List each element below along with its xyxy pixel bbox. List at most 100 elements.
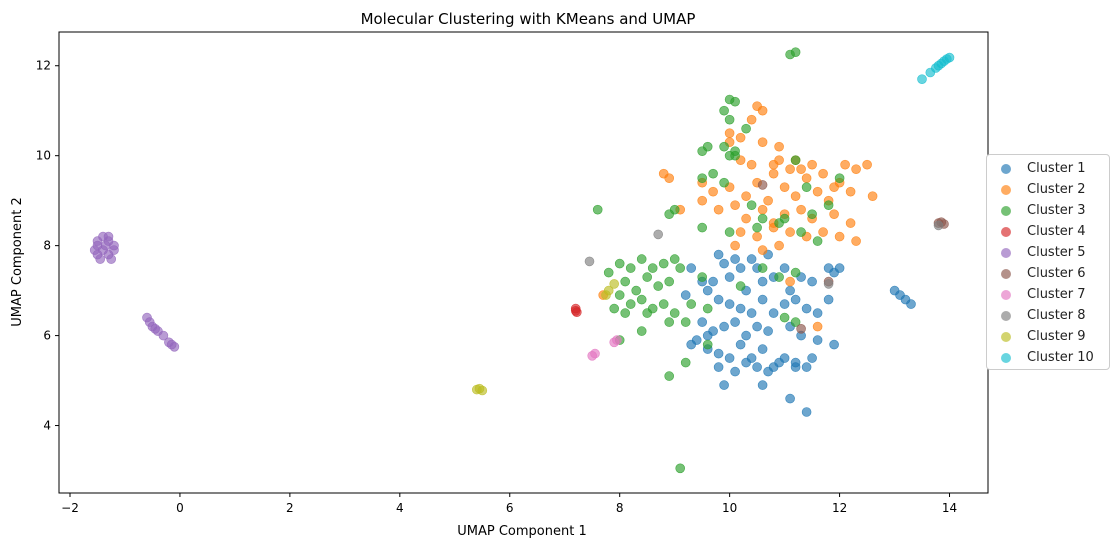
scatter-point-cluster-2 xyxy=(807,159,817,170)
x-tick-label: 0 xyxy=(176,501,184,515)
x-tick-label: 14 xyxy=(942,501,957,515)
legend: Cluster 1 Cluster 2 Cluster 3 Cluster 4 Clus… xyxy=(986,154,1110,370)
scatter-point-cluster-3 xyxy=(697,222,708,233)
scatter-point-cluster-3 xyxy=(812,236,823,246)
scatter-point-cluster-2 xyxy=(790,191,801,201)
legend-label: Cluster 8 xyxy=(1027,308,1086,323)
scatter-point-cluster-7 xyxy=(612,335,622,345)
scatter-point-cluster-1 xyxy=(686,339,697,350)
scatter-point-cluster-1 xyxy=(719,258,729,269)
scatter-point-cluster-1 xyxy=(757,294,768,305)
legend-label: Cluster 3 xyxy=(1027,203,1086,218)
scatter-point-cluster-1 xyxy=(801,303,812,314)
scatter-point-cluster-1 xyxy=(713,362,724,372)
scatter-point-cluster-3 xyxy=(796,227,806,237)
scatter-point-cluster-2 xyxy=(851,236,861,246)
x-tick-label: 12 xyxy=(832,501,847,515)
scatter-point-cluster-3 xyxy=(730,96,740,107)
chart-title: Molecular Clustering with KMeans and UMA… xyxy=(361,10,696,28)
scatter-point-cluster-2 xyxy=(741,191,751,201)
scatter-point-cluster-2 xyxy=(774,240,784,251)
scatter-point-cluster-2 xyxy=(862,159,872,170)
scatter-point-cluster-1 xyxy=(719,321,729,332)
scatter-point-cluster-1 xyxy=(779,299,790,309)
scatter-point-cluster-1 xyxy=(713,249,724,260)
legend-marker-icon xyxy=(1001,310,1011,321)
legend-label: Cluster 6 xyxy=(1027,266,1086,281)
legend-item-cluster-2: Cluster 2 xyxy=(987,179,1109,200)
x-tick-label: 2 xyxy=(286,501,294,515)
scatter-point-cluster-3 xyxy=(708,168,718,179)
scatter-point-cluster-1 xyxy=(757,276,768,287)
legend-item-cluster-6: Cluster 6 xyxy=(987,263,1109,284)
scatter-point-cluster-3 xyxy=(609,303,620,314)
scatter-point-cluster-2 xyxy=(818,227,828,237)
legend-item-cluster-10: Cluster 10 xyxy=(987,347,1109,368)
scatter-point-cluster-2 xyxy=(757,105,768,116)
scatter-point-cluster-1 xyxy=(790,362,801,372)
scatter-point-cluster-2 xyxy=(757,245,768,255)
scatter-point-cluster-2 xyxy=(763,195,773,206)
y-tick-label: 4 xyxy=(43,419,51,433)
scatter-point-cluster-1 xyxy=(735,263,746,273)
ticks-layer: −2 0 2 4 6 8 10 12 14 4 6 8 10 12 xyxy=(36,59,957,515)
legend-marker-icon xyxy=(1001,268,1011,279)
scatter-point-cluster-3 xyxy=(697,173,708,183)
scatter-point-cluster-3 xyxy=(735,281,746,291)
scatter-point-cluster-3 xyxy=(807,209,817,219)
x-tick-label: 6 xyxy=(506,501,514,515)
legend-marker-icon xyxy=(1001,352,1011,363)
scatter-point-cluster-1 xyxy=(829,339,839,350)
scatter-point-cluster-2 xyxy=(746,159,757,170)
scatter-point-cluster-3 xyxy=(603,267,614,278)
scatter-point-cluster-1 xyxy=(801,407,812,417)
y-tick-label: 10 xyxy=(36,149,51,163)
legend-item-cluster-4: Cluster 4 xyxy=(987,221,1109,242)
scatter-point-cluster-1 xyxy=(763,326,773,336)
scatter-point-cluster-3 xyxy=(664,317,675,327)
scatter-point-cluster-9 xyxy=(609,279,620,289)
scatter-point-cluster-5 xyxy=(95,254,105,264)
scatter-point-cluster-3 xyxy=(614,290,625,300)
scatter-point-cluster-3 xyxy=(724,150,735,161)
scatter-point-cluster-1 xyxy=(741,330,751,341)
scatter-point-cluster-1 xyxy=(730,317,740,327)
scatter-point-cluster-2 xyxy=(697,195,708,206)
scatter-point-cluster-2 xyxy=(724,128,735,138)
scatter-point-cluster-1 xyxy=(834,263,845,273)
x-tick-label: 4 xyxy=(396,501,404,515)
scatter-point-cluster-3 xyxy=(752,222,762,233)
scatter-point-cluster-2 xyxy=(812,186,823,197)
x-tick-label: 8 xyxy=(616,501,624,515)
scatter-point-cluster-1 xyxy=(768,308,779,318)
scatter-point-cluster-3 xyxy=(625,299,636,309)
scatter-point-cluster-3 xyxy=(790,267,801,278)
scatter-point-cluster-3 xyxy=(614,258,625,269)
scatter-point-cluster-3 xyxy=(636,254,647,264)
scatter-point-cluster-2 xyxy=(818,168,828,179)
points-layer xyxy=(89,47,955,474)
scatter-point-cluster-6 xyxy=(757,180,768,190)
scatter-point-cluster-2 xyxy=(785,164,795,174)
x-tick-label: 10 xyxy=(722,501,737,515)
scatter-point-cluster-2 xyxy=(829,182,839,192)
scatter-point-cluster-10 xyxy=(944,52,955,63)
scatter-point-cluster-3 xyxy=(779,312,790,323)
scatter-point-cluster-3 xyxy=(620,276,631,287)
scatter-point-cluster-9 xyxy=(601,290,611,300)
scatter-point-cluster-1 xyxy=(807,353,817,363)
y-axis-label: UMAP Component 2 xyxy=(10,197,25,326)
scatter-point-cluster-2 xyxy=(867,191,878,201)
scatter-point-cluster-2 xyxy=(796,204,806,215)
scatter-point-cluster-9 xyxy=(474,383,485,394)
scatter-point-cluster-5 xyxy=(158,330,169,341)
scatter-point-cluster-1 xyxy=(812,308,823,318)
legend-label: Cluster 5 xyxy=(1027,245,1086,260)
x-axis-label: UMAP Component 1 xyxy=(457,524,586,539)
legend-item-cluster-5: Cluster 5 xyxy=(987,242,1109,263)
scatter-point-cluster-3 xyxy=(702,339,713,350)
legend-item-cluster-9: Cluster 9 xyxy=(987,326,1109,347)
scatter-point-cluster-3 xyxy=(790,317,801,327)
scatter-point-cluster-1 xyxy=(741,357,751,368)
